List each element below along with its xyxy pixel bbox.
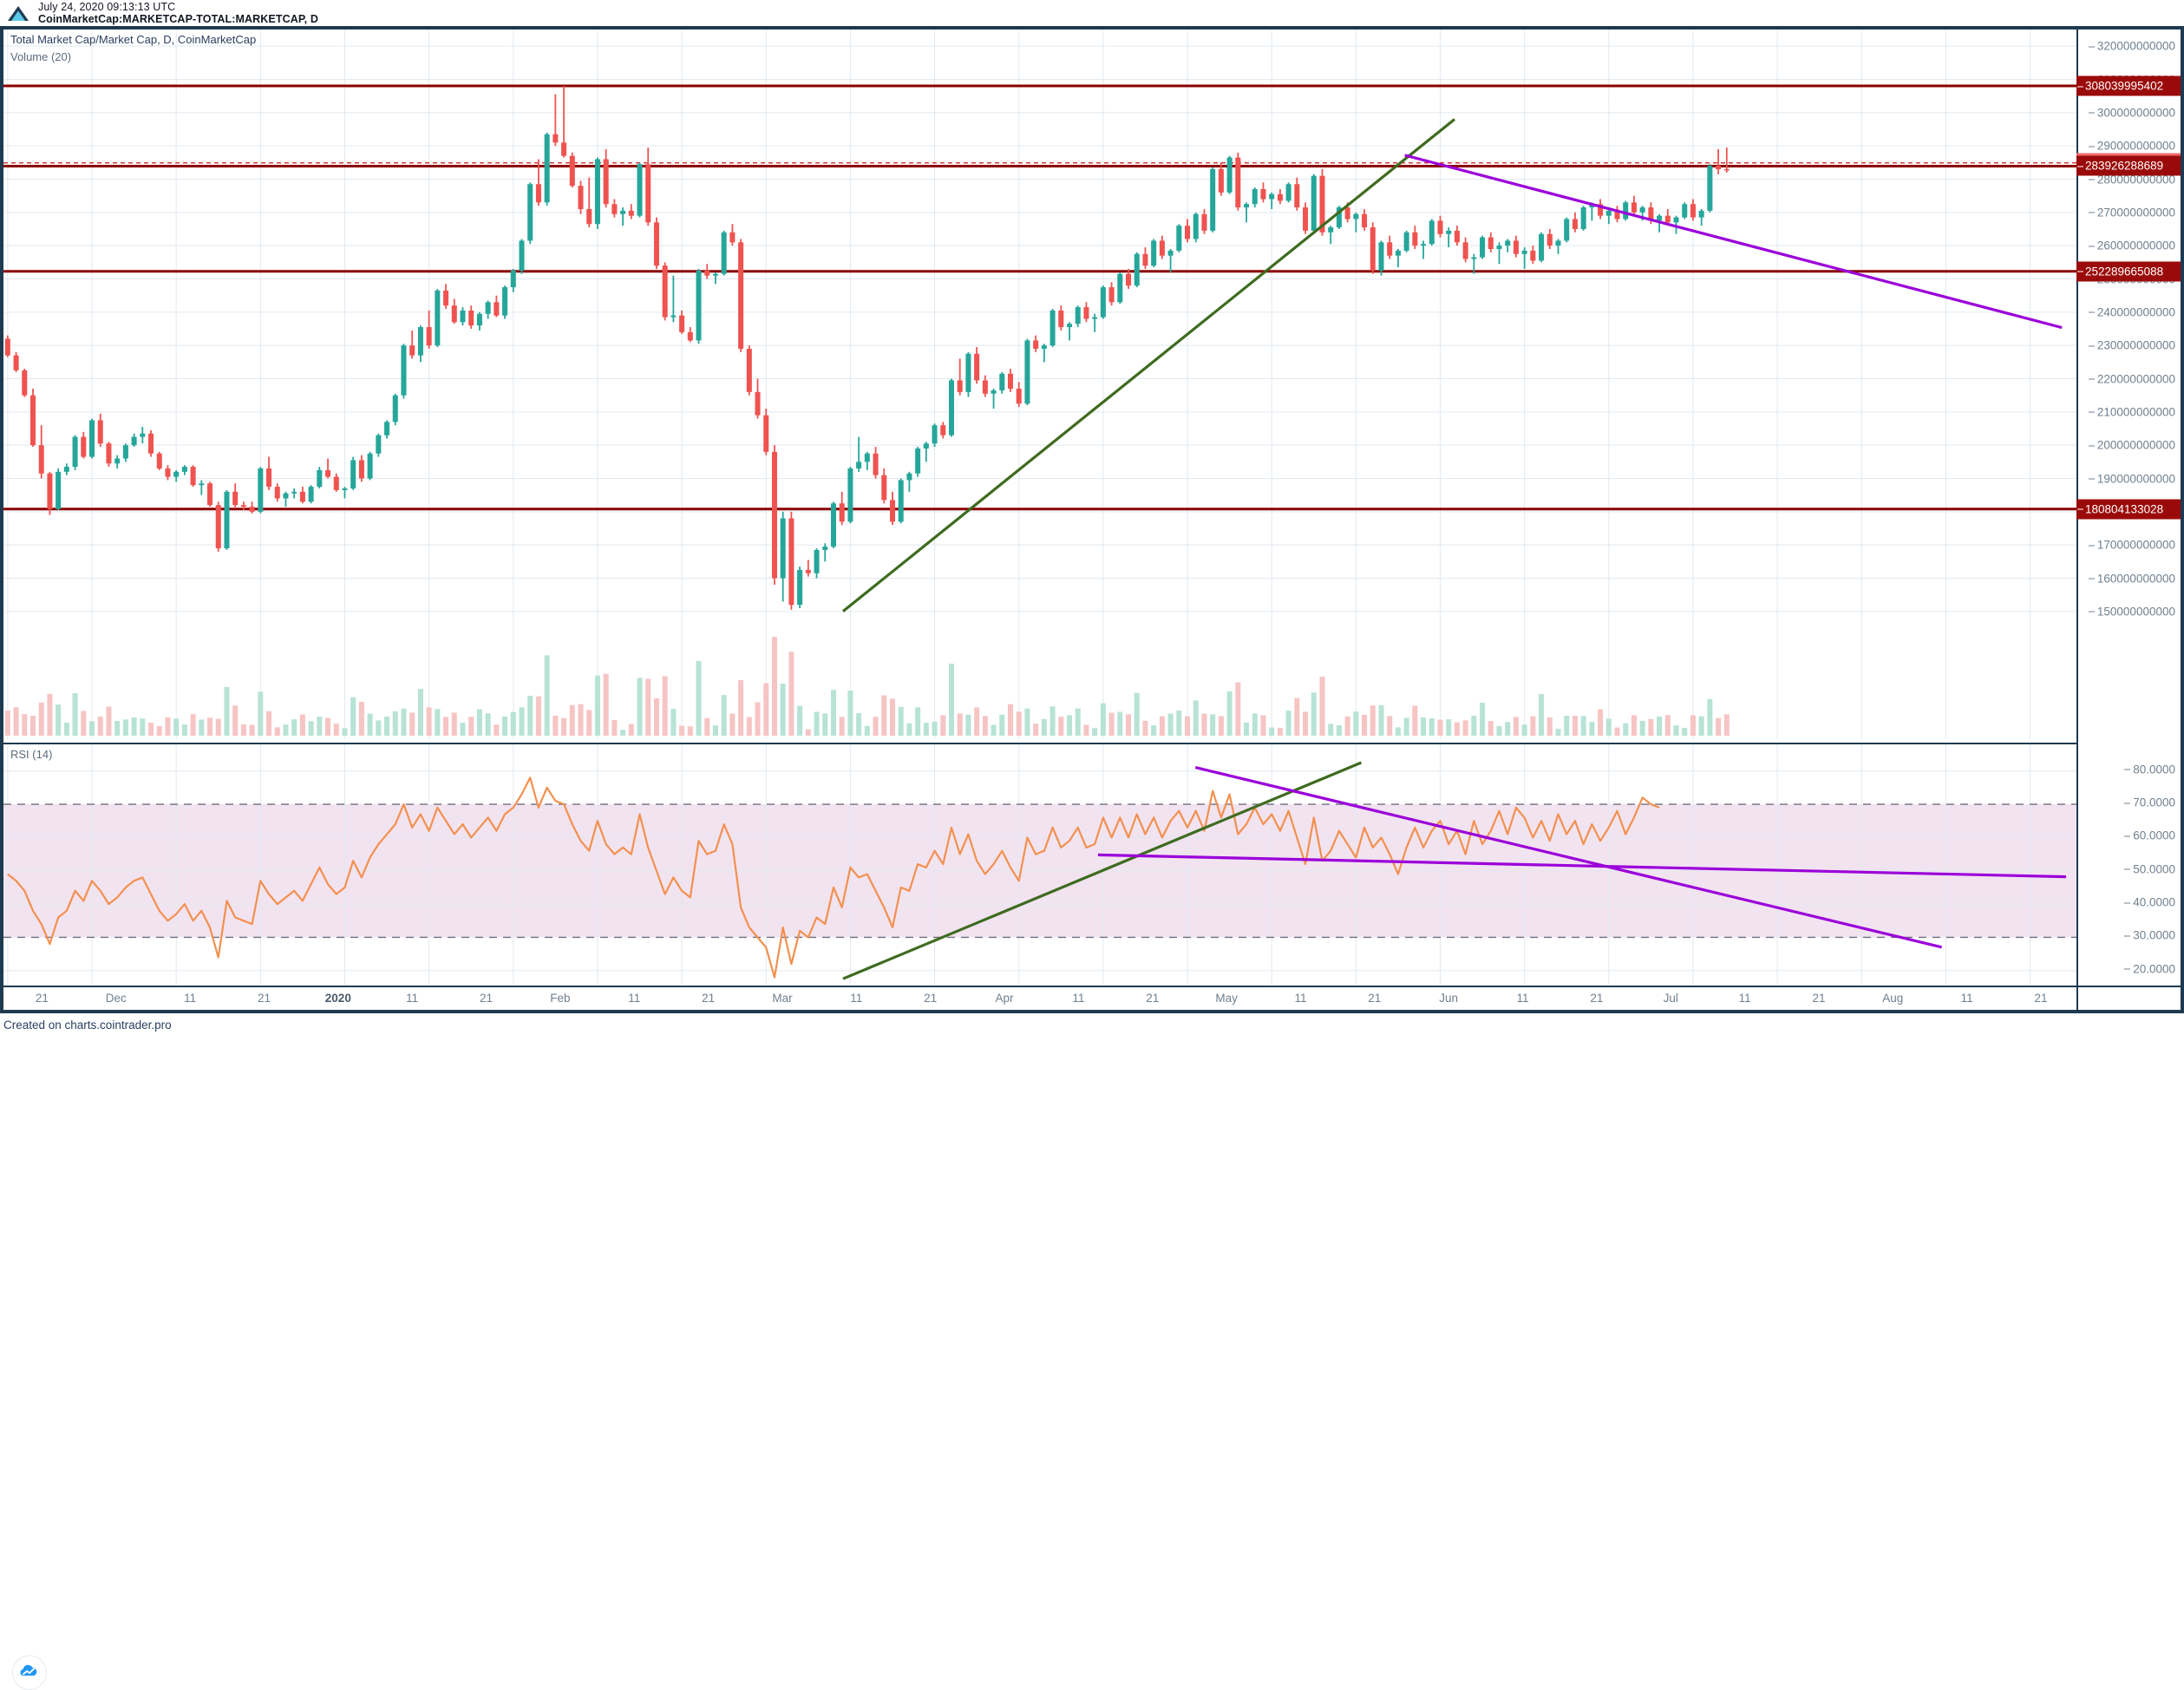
time-axis-label: 21 — [924, 992, 938, 1005]
price-tick-label: 270000000000 — [2088, 206, 2175, 219]
price-tick-label: 230000000000 — [2088, 339, 2175, 352]
footer-credit: Created on charts.cointrader.pro — [3, 1019, 172, 1032]
time-axis-label: Jul — [1663, 992, 1678, 1005]
price-tick-label: 210000000000 — [2088, 405, 2175, 418]
rsi-tick-label: 20.0000 — [2124, 962, 2175, 975]
time-axis-label: Jun — [1439, 992, 1459, 1005]
price-scale-axis[interactable]: 3200000000003100000000003000000000002900… — [2076, 29, 2181, 986]
price-tick-label: 240000000000 — [2088, 305, 2175, 318]
rsi-tick-label: 70.0000 — [2124, 796, 2175, 809]
time-axis-label: 11 — [1294, 992, 1307, 1005]
time-axis-label: 21 — [1812, 992, 1826, 1005]
rsi-downtrend-purple-upper — [1194, 766, 1943, 949]
time-axis-label: Apr — [995, 992, 1014, 1005]
rsi-tick-label: 40.0000 — [2124, 896, 2175, 909]
price-tag[interactable]: 308039995402 — [2076, 75, 2181, 96]
price-tag[interactable]: 180804133028 — [2076, 499, 2181, 520]
cointrader-circle-logo-icon — [12, 1655, 47, 1690]
chart-plot-area[interactable]: Total Market Cap/Market Cap, D, CoinMark… — [3, 29, 2181, 1690]
price-tick-label: 150000000000 — [2088, 605, 2175, 618]
time-axis-label: 11 — [184, 992, 197, 1005]
time-axis-label: 21 — [1368, 992, 1382, 1005]
time-axis-label: 21 — [1590, 992, 1604, 1005]
time-axis-label: 11 — [1072, 992, 1085, 1005]
time-axis-label: 21 — [702, 992, 716, 1005]
time-axis-label: 11 — [850, 992, 863, 1005]
chart-timestamp: July 24, 2020 09:13:13 UTC — [38, 0, 176, 13]
price-tick-label: 190000000000 — [2088, 472, 2175, 485]
price-tick-label: 320000000000 — [2088, 40, 2175, 53]
price-candlestick-svg[interactable] — [3, 29, 2076, 739]
rsi-tick-label: 60.0000 — [2124, 829, 2175, 842]
time-axis-label: Feb — [550, 992, 571, 1005]
rsi-uptrend-green — [842, 761, 1363, 980]
price-tick-label: 200000000000 — [2088, 439, 2175, 452]
time-axis-label: Aug — [1882, 992, 1904, 1005]
rsi-tick-label: 50.0000 — [2124, 862, 2175, 875]
price-uptrend-green — [841, 118, 1456, 612]
price-tick-label: 160000000000 — [2088, 572, 2175, 585]
rsi-pane[interactable]: RSI (14) — [3, 743, 2076, 1690]
time-axis-label: 21 — [2034, 992, 2048, 1005]
rsi-indicator-svg[interactable] — [3, 744, 2076, 987]
rsi-tick-label: 80.0000 — [2124, 763, 2175, 776]
price-downtrend-purple — [1404, 154, 2063, 330]
price-pane[interactable]: Total Market Cap/Market Cap, D, CoinMark… — [3, 29, 2076, 739]
cointrader-mountain-icon — [7, 2, 29, 24]
time-axis-separator — [2076, 987, 2078, 1012]
time-axis[interactable]: 21 Dec 11 21 2020 11 21 Feb 11 21 Mar 11 21 Apr 11 21 Ma… — [3, 986, 2181, 1012]
time-axis-label: 21 — [1146, 992, 1160, 1005]
time-axis-label: 11 — [628, 992, 641, 1005]
time-axis-label: Dec — [105, 992, 127, 1005]
time-axis-label: 21 — [257, 992, 271, 1005]
chart-symbol-title: CoinMarketCap:MARKETCAP-TOTAL:MARKETCAP,… — [38, 13, 318, 25]
price-tick-label: 170000000000 — [2088, 539, 2175, 552]
rsi-line — [7, 776, 1660, 979]
price-tag[interactable]: 252289665088 — [2076, 261, 2181, 282]
rsi-tick-label: 30.0000 — [2124, 929, 2175, 942]
time-axis-label: 11 — [406, 992, 419, 1005]
time-axis-label: 21 — [35, 992, 49, 1005]
time-axis-label: 11 — [1738, 992, 1751, 1005]
price-tick-label: 290000000000 — [2088, 140, 2175, 153]
price-tick-label: 260000000000 — [2088, 239, 2175, 252]
time-axis-label: 21 — [480, 992, 494, 1005]
time-axis-label: May — [1215, 992, 1238, 1005]
chart-frame: Total Market Cap/Market Cap, D, CoinMark… — [0, 26, 2184, 1690]
time-axis-label: 11 — [1960, 992, 1973, 1005]
chart-header: July 24, 2020 09:13:13 UTC CoinMarketCap… — [0, 0, 2184, 26]
time-axis-label: 2020 — [324, 992, 351, 1005]
price-tag[interactable]: 283926288689 — [2076, 155, 2181, 176]
price-tick-label: 220000000000 — [2088, 372, 2175, 385]
time-axis-label: Mar — [772, 992, 793, 1005]
rsi-downtrend-purple-lower — [1097, 853, 2067, 879]
time-axis-label: 11 — [1516, 992, 1529, 1005]
price-tick-label: 300000000000 — [2088, 106, 2175, 119]
